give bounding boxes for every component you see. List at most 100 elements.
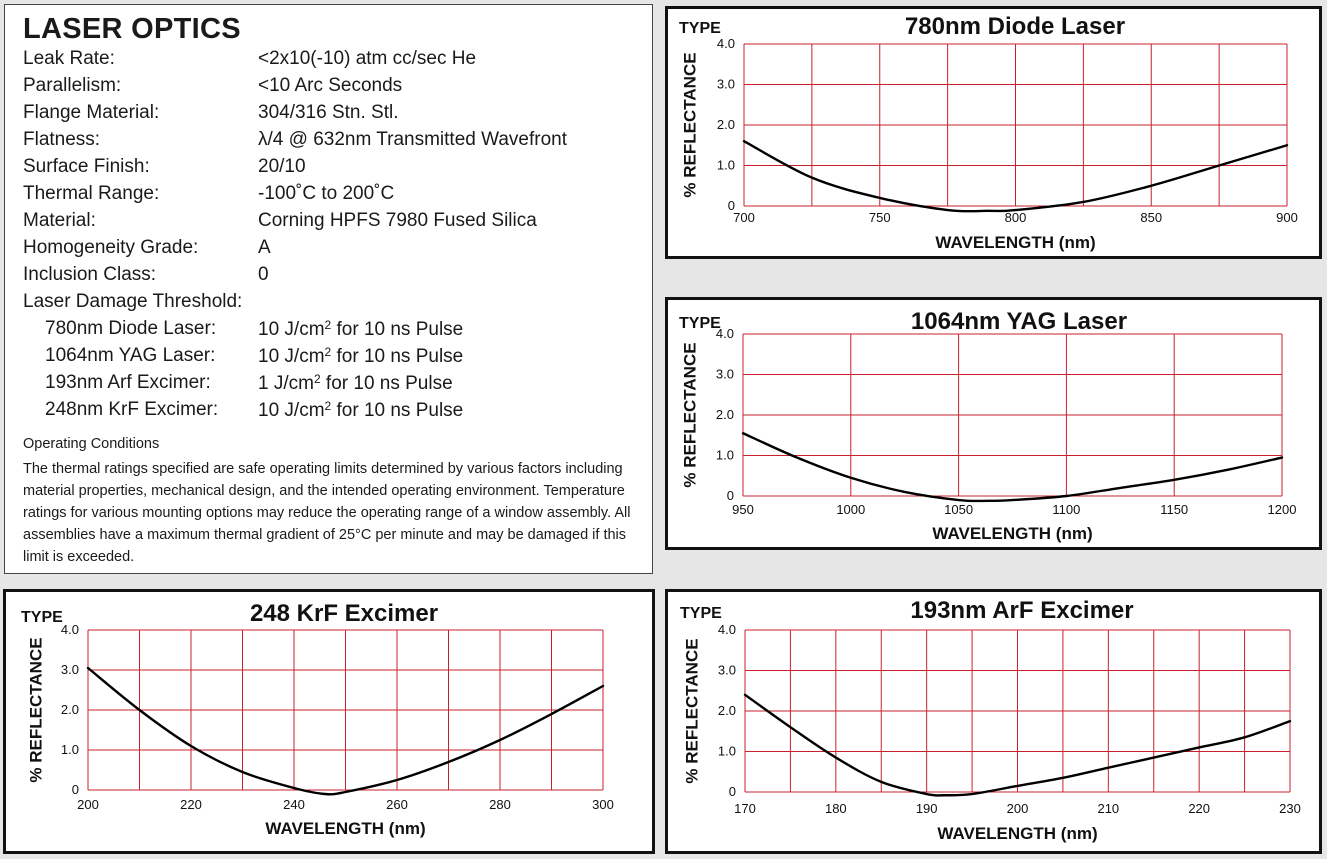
y-tick-label: 4.0 [716, 326, 734, 341]
y-tick-label: 2.0 [718, 703, 736, 718]
y-tick-label: 1.0 [716, 448, 734, 463]
x-tick-label: 900 [1276, 210, 1298, 225]
operating-conditions-text: The thermal ratings specified are safe o… [23, 461, 631, 565]
x-tick-label: 1100 [1052, 502, 1080, 517]
chart-svg: TYPE 780nm Diode Laser 700 750 800 850 900 0 1.0… [679, 13, 1298, 252]
x-tick-label: 800 [1005, 210, 1027, 225]
x-tick-label: 1200 [1268, 502, 1297, 517]
y-tick-label: 1.0 [718, 744, 736, 759]
spec-value: -100˚C to 200˚C [258, 183, 395, 204]
x-tick-label: 1150 [1160, 502, 1188, 517]
y-tick-label: 4.0 [718, 622, 736, 637]
reflectance-curve [86, 666, 605, 796]
operating-conditions-title: Operating Conditions [23, 436, 160, 452]
spec-value: A [258, 237, 271, 258]
reflectance-curve [742, 140, 1289, 213]
spec-value: λ/4 @ 632nm Transmitted Wavefront [258, 129, 567, 150]
chart-svg: TYPE 193nm ArF Excimer 170 180 190 200 210 220 2… [680, 597, 1301, 843]
chart-svg: TYPE 1064nm YAG Laser 950 1000 1050 1100 1150 1… [679, 308, 1297, 543]
x-axis-label: WAVELENGTH (nm) [935, 233, 1095, 252]
x-tick-label: 200 [77, 797, 99, 812]
chart-248-krf: TYPE 248 KrF Excimer 200 220 240 260 280 300 0 1.… [3, 589, 655, 854]
y-axis-label: % REFLECTANCE [680, 342, 699, 487]
damage-value: 10 J/cm2 for 10 ns Pulse [258, 399, 464, 421]
damage-value: 10 J/cm2 for 10 ns Pulse [258, 345, 464, 367]
type-label: TYPE [679, 315, 721, 332]
spec-value: Corning HPFS 7980 Fused Silica [258, 210, 537, 231]
y-tick-label: 0 [729, 784, 736, 799]
spec-label: Homogeneity Grade: [23, 237, 199, 258]
y-tick-label: 3.0 [718, 663, 736, 678]
damage-label: 193nm Arf Excimer: [45, 372, 211, 393]
x-tick-label: 1050 [944, 502, 973, 517]
chart-svg: TYPE 248 KrF Excimer 200 220 240 260 280 300 0 1.… [21, 600, 614, 838]
y-tick-label: 0 [728, 198, 735, 213]
reflectance-curve [743, 693, 1292, 797]
type-label: TYPE [679, 20, 721, 37]
chart-title: 248 KrF Excimer [250, 600, 438, 627]
y-tick-label: 0 [727, 488, 734, 503]
x-tick-label: 180 [825, 801, 847, 816]
x-tick-label: 220 [180, 797, 202, 812]
spec-value: <10 Arc Seconds [258, 75, 403, 96]
x-axis-label: WAVELENGTH (nm) [937, 824, 1097, 843]
chart-title: 1064nm YAG Laser [911, 308, 1127, 335]
x-axis-label: WAVELENGTH (nm) [932, 524, 1092, 543]
spec-label: Surface Finish: [23, 156, 150, 177]
y-axis-label: % REFLECTANCE [680, 52, 699, 197]
y-tick-label: 3.0 [717, 77, 735, 92]
spec-label: Flatness: [23, 129, 101, 150]
y-tick-label: 4.0 [717, 36, 735, 51]
y-tick-label: 4.0 [61, 622, 79, 637]
x-axis-label: WAVELENGTH (nm) [265, 819, 425, 838]
x-tick-label: 1000 [836, 502, 865, 517]
x-tick-label: 230 [1279, 801, 1301, 816]
x-tick-label: 950 [732, 502, 754, 517]
y-tick-label: 1.0 [717, 158, 735, 173]
chart-780nm-diode: TYPE 780nm Diode Laser 700 750 800 850 900 0 1.0… [665, 6, 1322, 259]
y-tick-label: 2.0 [716, 407, 734, 422]
y-tick-label: 3.0 [61, 662, 79, 677]
chart-title: 780nm Diode Laser [905, 13, 1125, 40]
damage-label: 1064nm YAG Laser: [45, 345, 216, 366]
y-tick-label: 0 [72, 782, 79, 797]
x-tick-label: 300 [592, 797, 614, 812]
x-tick-label: 220 [1188, 801, 1210, 816]
spec-label: Flange Material: [23, 102, 160, 123]
x-tick-label: 240 [283, 797, 305, 812]
spec-label: Inclusion Class: [23, 264, 157, 285]
spec-label: Thermal Range: [23, 183, 160, 204]
damage-value: 10 J/cm2 for 10 ns Pulse [258, 318, 464, 340]
spec-value: 304/316 Stn. Stl. [258, 102, 399, 123]
y-axis-label: % REFLECTANCE [682, 638, 701, 783]
x-tick-label: 170 [734, 801, 756, 816]
reflectance-curve [741, 432, 1284, 503]
x-tick-label: 750 [869, 210, 891, 225]
x-tick-label: 200 [1007, 801, 1029, 816]
x-tick-label: 850 [1140, 210, 1162, 225]
chart-193nm-arf: TYPE 193nm ArF Excimer 170 180 190 200 210 220 2… [665, 589, 1322, 854]
specs-panel: LASER OPTICS Leak Rate: <2x10(-10) atm c… [4, 4, 653, 574]
x-tick-label: 260 [386, 797, 408, 812]
chart-1064nm-yag: TYPE 1064nm YAG Laser 950 1000 1050 1100 1150 1… [665, 297, 1322, 550]
type-label: TYPE [680, 605, 722, 622]
x-tick-label: 210 [1097, 801, 1119, 816]
spec-value: 0 [258, 264, 269, 285]
chart-title: 193nm ArF Excimer [910, 597, 1133, 624]
spec-label: Parallelism: [23, 75, 122, 96]
damage-label: 780nm Diode Laser: [45, 318, 217, 339]
spec-value: <2x10(-10) atm cc/sec He [258, 48, 477, 69]
type-label: TYPE [21, 609, 63, 626]
spec-label: Leak Rate: [23, 48, 115, 69]
spec-value: 20/10 [258, 156, 306, 177]
x-tick-label: 280 [489, 797, 511, 812]
specs-title: LASER OPTICS [23, 13, 241, 45]
x-tick-label: 700 [733, 210, 755, 225]
damage-label: 248nm KrF Excimer: [45, 399, 219, 420]
spec-label: Laser Damage Threshold: [23, 291, 243, 312]
y-tick-label: 3.0 [716, 367, 734, 382]
damage-value: 1 J/cm2 for 10 ns Pulse [258, 372, 453, 394]
x-tick-label: 190 [916, 801, 938, 816]
y-tick-label: 2.0 [61, 702, 79, 717]
y-tick-label: 2.0 [717, 117, 735, 132]
